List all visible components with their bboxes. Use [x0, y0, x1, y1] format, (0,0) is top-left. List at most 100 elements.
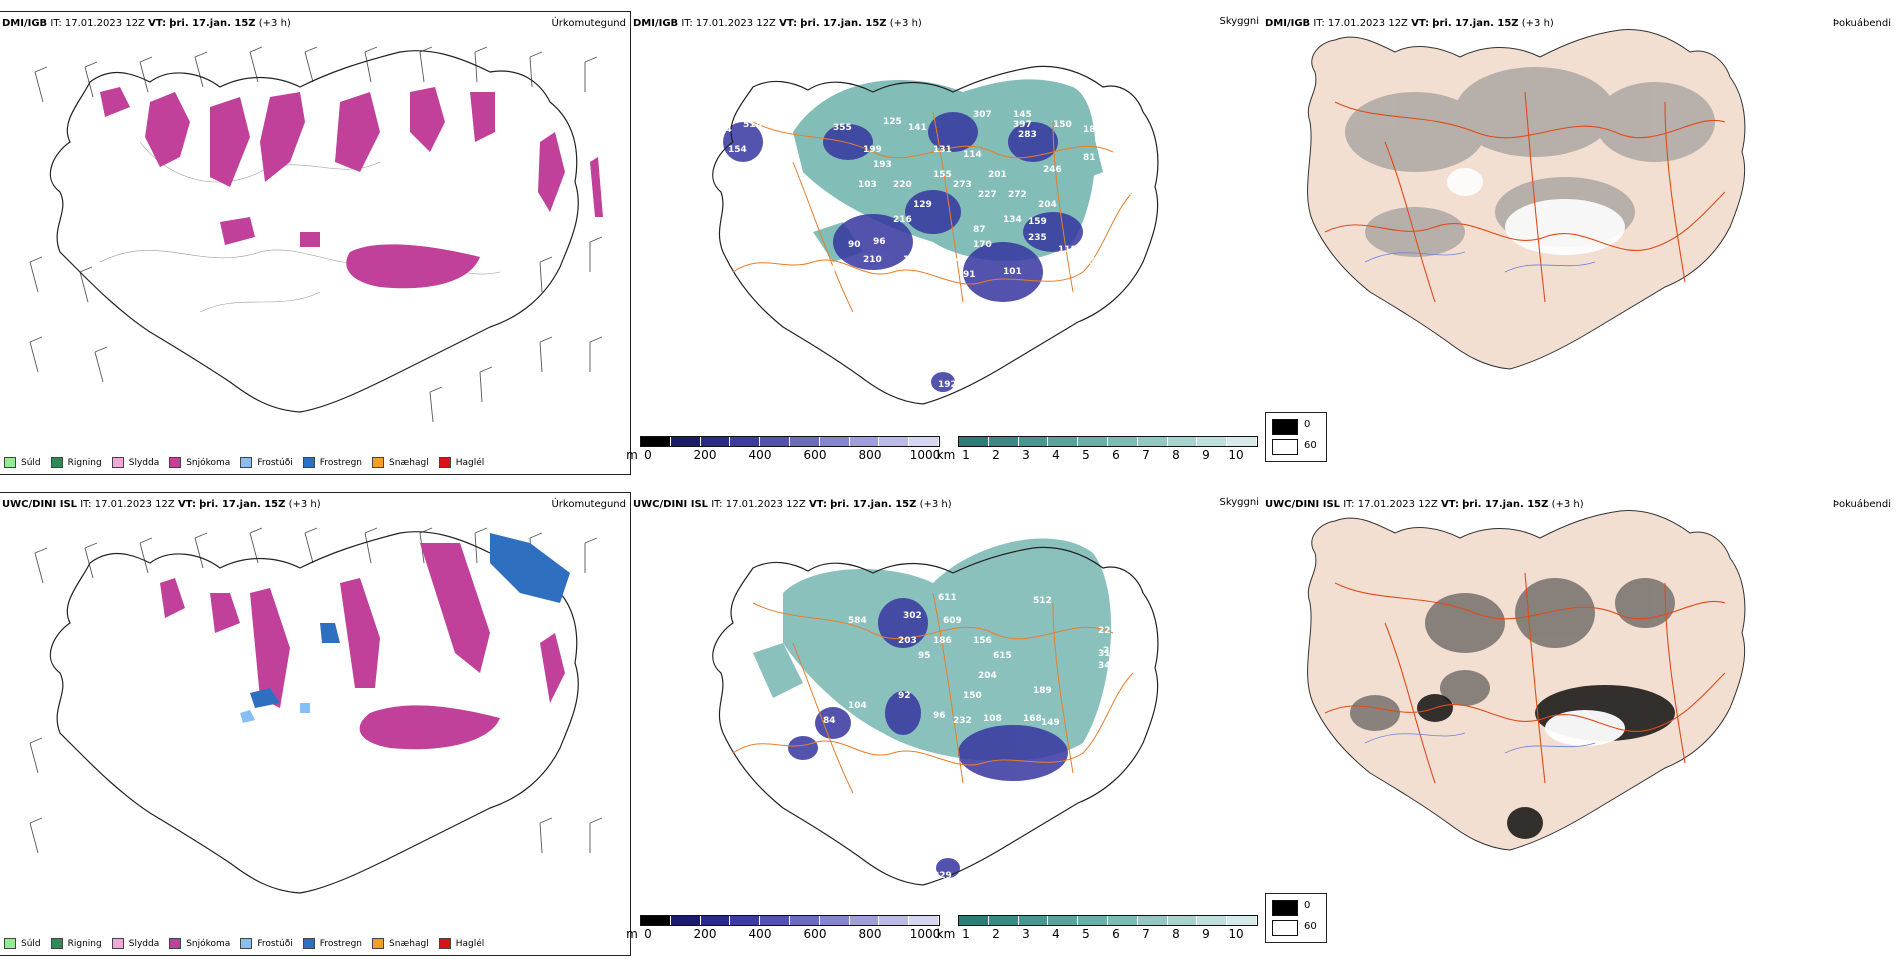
value-label: 134: [713, 125, 732, 135]
value-label: 318: [1098, 649, 1117, 659]
value-label: 196: [773, 295, 792, 305]
tick-label: 2: [992, 448, 1000, 462]
value-label: 512: [1033, 596, 1052, 606]
init-time: 17.01.2023 12Z: [695, 18, 776, 29]
model-name: DMI/IGB: [2, 18, 48, 29]
value-label: 123: [773, 233, 792, 243]
iceland-map-precip-bottom: [29, 527, 603, 894]
legend-label: Slydda: [128, 457, 160, 468]
value-label: 203: [898, 636, 917, 646]
cb-swatch: [1197, 437, 1228, 446]
map-value-labels: 269 241 518 79 134 154 227 116 53 141 12…: [713, 85, 1136, 395]
legend-swatch: [302, 457, 315, 468]
value-label: 91: [963, 270, 976, 280]
cb-swatch: [959, 916, 989, 925]
init-time: 17.01.2023 12Z: [64, 18, 145, 29]
cb-swatch: [670, 916, 701, 925]
tick-label: 1: [962, 927, 970, 941]
cb-swatch: [1197, 916, 1228, 925]
tick-label: 600: [803, 927, 827, 941]
lead-time: (+3 h): [1551, 499, 1584, 510]
legend-item: Haglél: [438, 938, 485, 949]
value-label: 204: [978, 671, 997, 681]
iceland-map-cloud-bottom: 584 611 512 302 609 186 203 95 156 615 2…: [712, 538, 1159, 886]
value-label: 12: [903, 255, 916, 265]
legend-label: Súld: [21, 938, 41, 949]
wind-barbs: [29, 46, 603, 423]
cb-swatch: [909, 916, 939, 925]
value-label: 150: [963, 691, 982, 701]
cb-swatch: [1048, 437, 1079, 446]
cb-swatch: [879, 916, 910, 925]
fog-key-label: 60: [1304, 440, 1317, 451]
lead-time: (+3 h): [1521, 18, 1554, 29]
value-label: 125: [883, 117, 902, 127]
tick-label: 2: [992, 927, 1000, 941]
legend-label: Snjókoma: [186, 938, 231, 949]
tick-label: 3: [1022, 448, 1030, 462]
model-name: UWC/DINI ISL: [633, 499, 709, 510]
cb-swatch: [988, 916, 1019, 925]
legend-item: Rigning: [50, 457, 102, 468]
iceland-map-cloud-top: 269 241 518 79 134 154 227 116 53 141 12…: [712, 65, 1159, 405]
road-network: [1324, 91, 1726, 303]
fog-key-label: 60: [1304, 921, 1317, 932]
cb-swatch: [641, 437, 671, 446]
terrain-lines: [99, 141, 501, 313]
value-label: 159: [1028, 217, 1047, 227]
value-label: 199: [863, 145, 882, 155]
panel-header: DMI/IGB IT: 17.01.2023 12Z VT: þri. 17.j…: [633, 18, 1263, 29]
tick-label: 3: [1022, 927, 1030, 941]
valid-label: VT:: [779, 18, 798, 29]
legend-label: Rigning: [67, 457, 102, 468]
valid-time: þri. 17.jan. 15Z: [800, 18, 887, 29]
low-cloud-areas: [723, 112, 1083, 392]
value-label: 611: [938, 593, 957, 603]
cb-swatch: [730, 916, 761, 925]
colorbar-ticks: km 1 2 3 4 5 6 7 8 9 10: [937, 447, 1258, 462]
cb-swatch: [1227, 437, 1257, 446]
value-label: 615: [993, 651, 1012, 661]
cb-swatch: [760, 916, 790, 925]
visibility-colorbar-bottom: km 1 2 3 4 5 6 7 8 9 10: [937, 915, 1258, 943]
legend-swatch: [50, 457, 63, 468]
tick-label: 6: [1112, 448, 1120, 462]
value-label: 397: [1013, 120, 1032, 130]
value-label: 201: [988, 170, 1007, 180]
cb-swatch: [1137, 916, 1168, 925]
road-network: [732, 111, 1134, 313]
panel-header: UWC/DINI ISL IT: 17.01.2023 12Z VT: þri.…: [1265, 499, 1895, 510]
tick-label: 9: [1202, 927, 1210, 941]
legend-label: Haglél: [455, 938, 485, 949]
tick-label: 0: [644, 927, 652, 941]
visibility-colorbar-top: km 1 2 3 4 5 6 7 8 9 10: [937, 436, 1258, 464]
valid-label: VT:: [1440, 499, 1459, 510]
init-label: IT:: [80, 499, 92, 510]
iceland-outline: [712, 546, 1159, 886]
value-label: 141: [743, 235, 762, 245]
map-value-labels: 584 611 512 302 609 186 203 95 156 615 2…: [793, 593, 1122, 881]
river-lines: [1364, 732, 1596, 754]
iceland-outline: [49, 50, 579, 413]
valid-label: VT:: [808, 499, 827, 510]
value-label: 101: [1003, 267, 1022, 277]
road-network: [1324, 572, 1726, 784]
tick-label: 7: [1142, 927, 1150, 941]
fog-key-swatch: [1272, 419, 1298, 435]
tick-label: 7: [1142, 448, 1150, 462]
value-label: 83: [823, 265, 836, 275]
value-label: 518: [743, 120, 762, 130]
value-label: 16: [793, 726, 806, 736]
legend-label: Snæhagl: [389, 938, 429, 949]
colorbar-ticks: km 1 2 3 4 5 6 7 8 9 10: [937, 926, 1258, 941]
tick-label: 1: [962, 448, 970, 462]
precip-type-panel-bottom: UWC/DINI ISL IT: 17.01.2023 12Z VT: þri.…: [0, 492, 631, 956]
value-label: 609: [943, 616, 962, 626]
legend-item: Frostregn: [302, 457, 362, 468]
lead-time: (+3 h): [288, 499, 321, 510]
legend-item: Snjókoma: [169, 938, 230, 949]
valid-label: VT:: [148, 18, 167, 29]
legend-label: Slydda: [128, 938, 160, 949]
tick-label: 8: [1172, 448, 1180, 462]
cb-swatch: [1048, 916, 1079, 925]
